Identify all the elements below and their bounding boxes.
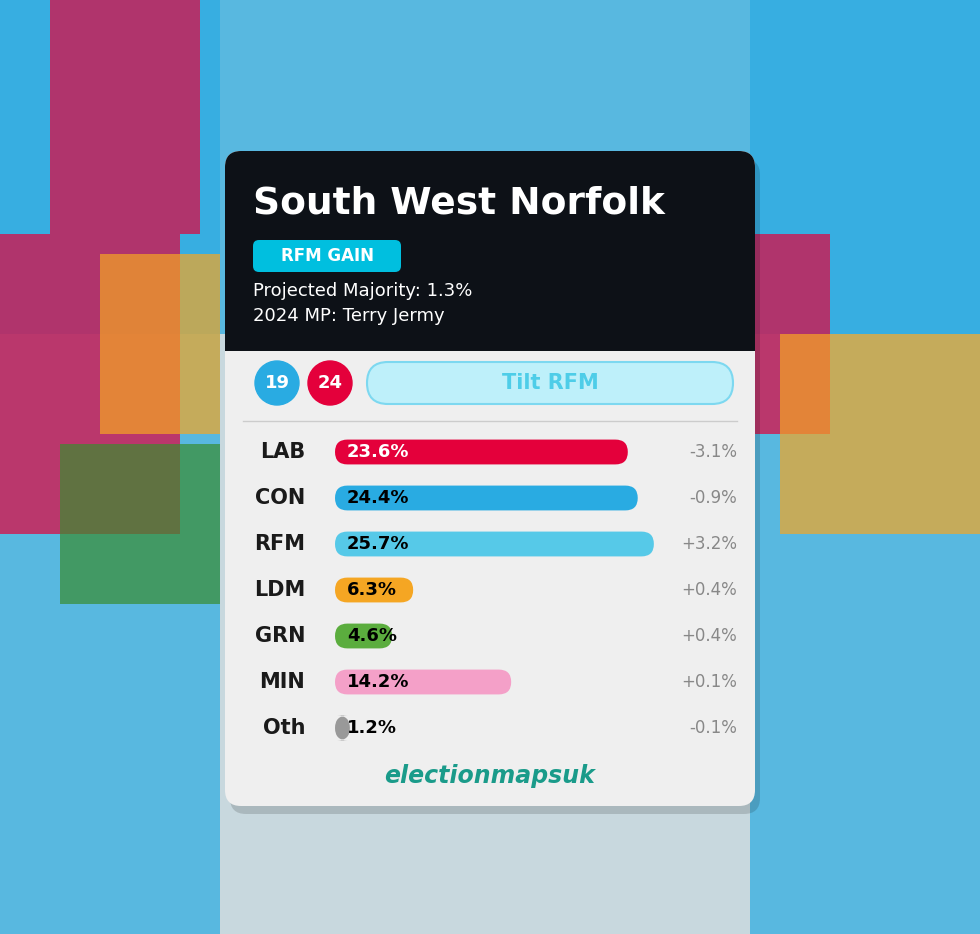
Text: +0.4%: +0.4% (681, 627, 737, 645)
Circle shape (255, 361, 299, 405)
Bar (700, 234, 830, 434)
Text: Projected Majority: 1.3%: Projected Majority: 1.3% (253, 282, 472, 300)
Text: 2024 MP: Terry Jermy: 2024 MP: Terry Jermy (253, 307, 445, 325)
Bar (0, 234, 180, 534)
Text: RFM GAIN: RFM GAIN (280, 247, 373, 265)
Text: RFM: RFM (254, 534, 305, 554)
Text: 14.2%: 14.2% (347, 673, 410, 691)
Text: GRN: GRN (255, 626, 305, 646)
Bar (780, 334, 980, 534)
Text: Oth: Oth (263, 718, 305, 738)
Text: 24: 24 (318, 374, 342, 392)
Text: 19: 19 (265, 374, 289, 392)
Text: MIN: MIN (260, 672, 305, 692)
Text: 23.6%: 23.6% (347, 443, 410, 461)
Text: electionmapsuk: electionmapsuk (384, 764, 596, 788)
FancyBboxPatch shape (253, 240, 401, 272)
FancyBboxPatch shape (230, 159, 760, 814)
FancyBboxPatch shape (225, 151, 755, 351)
FancyBboxPatch shape (335, 577, 414, 602)
Text: 6.3%: 6.3% (347, 581, 397, 599)
Text: -0.9%: -0.9% (689, 489, 737, 507)
Bar (60, 444, 220, 604)
Text: South West Norfolk: South West Norfolk (253, 185, 664, 221)
Text: +0.1%: +0.1% (681, 673, 737, 691)
Text: 25.7%: 25.7% (347, 535, 410, 553)
Text: LAB: LAB (260, 442, 305, 462)
Bar (50, 0, 200, 234)
Bar (0, 0, 980, 334)
Text: 1.2%: 1.2% (347, 719, 397, 737)
FancyBboxPatch shape (335, 531, 654, 557)
Text: +0.4%: +0.4% (681, 581, 737, 599)
Text: CON: CON (255, 488, 305, 508)
FancyBboxPatch shape (367, 362, 733, 404)
Bar (100, 254, 220, 434)
FancyBboxPatch shape (335, 440, 628, 464)
FancyBboxPatch shape (225, 151, 755, 806)
Circle shape (308, 361, 352, 405)
Text: -0.1%: -0.1% (689, 719, 737, 737)
FancyBboxPatch shape (335, 715, 350, 741)
Text: 24.4%: 24.4% (347, 489, 410, 507)
Text: LDM: LDM (254, 580, 305, 600)
Bar (225, 333, 755, 351)
Text: 4.6%: 4.6% (347, 627, 397, 645)
Bar (750, 0, 980, 934)
FancyBboxPatch shape (335, 670, 512, 694)
Text: Tilt RFM: Tilt RFM (502, 373, 599, 393)
FancyBboxPatch shape (335, 624, 392, 648)
FancyBboxPatch shape (335, 486, 638, 510)
Text: -3.1%: -3.1% (689, 443, 737, 461)
Bar (0, 0, 220, 934)
Text: +3.2%: +3.2% (681, 535, 737, 553)
